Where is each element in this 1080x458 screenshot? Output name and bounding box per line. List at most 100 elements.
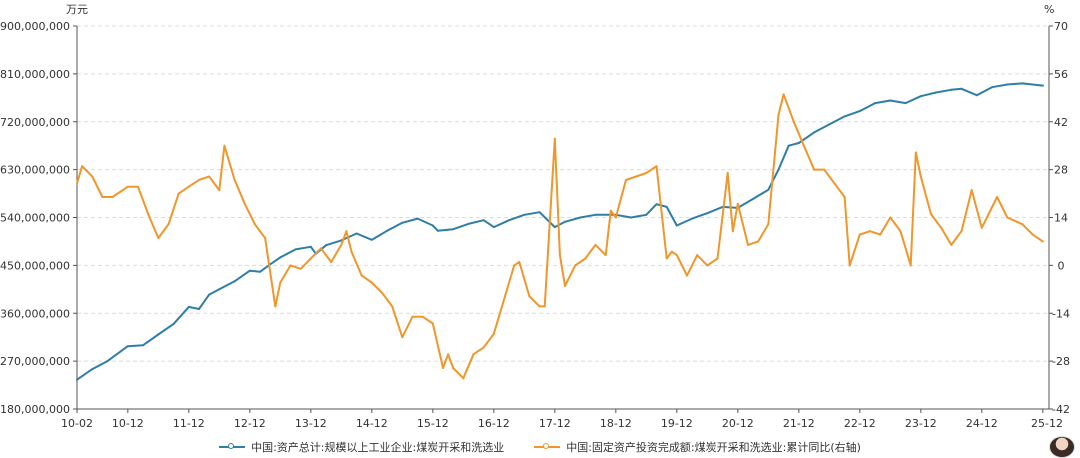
data-point [731,230,734,233]
data-point [1006,83,1009,86]
data-point [716,257,719,260]
data-point [564,220,566,223]
data-point [696,254,699,257]
data-point [259,270,261,273]
data-point [325,244,328,247]
data-point [625,178,627,181]
data-point [233,280,236,283]
right-tick-label: -28 [1052,355,1070,368]
data-point [198,178,200,181]
data-point [879,233,882,236]
x-tick-label: 10-12 [112,417,144,430]
data-point [253,223,256,226]
data-point [767,188,770,191]
data-point [386,229,389,232]
data-point [747,243,749,246]
right-tick-label: 70 [1054,20,1068,33]
data-point [574,264,577,267]
data-point [614,216,617,219]
x-tick-label: 16-12 [478,417,510,430]
legend-item-total-assets[interactable]: 中国:资产总计:规模以上工业企业:煤炭开采和洗选业 [219,439,504,455]
data-point [320,247,322,250]
data-point [787,144,790,147]
right-tick-label: 28 [1054,164,1068,177]
data-point [264,237,267,239]
data-point [91,368,94,371]
data-point [909,264,912,267]
data-point [411,315,414,318]
data-point [889,216,892,219]
data-point [858,233,861,236]
data-point [452,228,455,231]
data-point [858,110,861,113]
data-point [518,261,521,263]
left-tick-label: 720,000,000 [0,116,70,129]
data-point [609,209,612,212]
x-tick-label: 25-12 [1031,417,1063,430]
data-point [752,197,755,200]
data-point [736,202,739,205]
data-point [187,305,190,308]
data-point [355,232,358,235]
data-point [914,151,917,154]
series-line-1 [76,93,1044,380]
data-point [401,336,404,339]
data-point [675,224,678,227]
data-point [904,102,907,105]
data-point [416,217,419,220]
series-layer [76,82,1044,381]
data-point [508,219,511,222]
data-point [142,344,145,347]
data-point [187,185,190,188]
data-point [330,261,333,263]
legend-label-total-assets: 中国:资产总计:规模以上工业企业:煤炭开采和洗选业 [251,441,505,454]
data-point [350,250,353,253]
data-point [523,213,526,216]
data-point [960,87,963,90]
data-point [436,229,439,232]
data-point [243,202,246,205]
data-point [101,196,104,198]
data-point [370,281,373,284]
data-point [635,175,638,178]
data-point [279,281,282,284]
data-point [126,345,129,348]
data-point [553,226,556,229]
data-point [299,267,302,270]
data-point [797,142,800,144]
data-point [848,264,851,267]
x-tick-label: 15-12 [417,417,449,430]
data-point [147,213,150,216]
data-point [889,99,892,102]
data-point [655,165,658,168]
right-tick-label: 14 [1054,212,1068,225]
data-point [757,240,760,243]
avatar[interactable] [1049,436,1075,458]
data-point [996,196,999,198]
data-point [1041,84,1044,87]
left-tick-label: 360,000,000 [0,307,70,320]
data-point [447,353,450,356]
data-point [935,91,938,94]
data-point [157,333,160,336]
left-tick-label: 180,000,000 [0,403,70,416]
data-point [233,178,236,181]
data-point [208,293,211,296]
data-point [630,216,633,219]
series-points-1 [76,93,1044,380]
grid-lines [77,25,1049,410]
data-point [899,230,902,233]
data-point [874,102,877,105]
data-point [869,230,871,233]
x-tick-label: 12-12 [234,417,266,430]
legend-item-fai-yoy[interactable]: 中国:固定资产投资完成额:煤炭开采和洗选业:累计同比(右轴) [534,439,861,455]
x-tick-label: 22-12 [844,417,876,430]
data-point [543,305,546,308]
data-point [370,238,373,241]
data-point [91,175,94,178]
data-point [111,196,114,198]
data-point [802,144,805,147]
data-point [975,94,978,97]
legend: 中国:资产总计:规模以上工业企业:煤炭开采和洗选业 中国:固定资产投资完成额:煤… [0,438,1080,456]
x-tick-label: 11-12 [173,417,205,430]
